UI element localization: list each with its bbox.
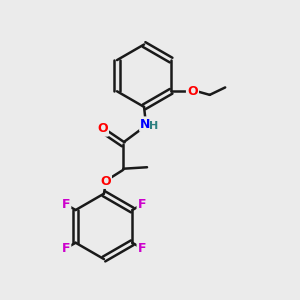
Text: F: F	[138, 242, 146, 255]
Text: F: F	[138, 198, 146, 211]
Text: H: H	[149, 121, 158, 130]
Text: O: O	[100, 175, 111, 188]
Text: O: O	[187, 85, 198, 98]
Text: F: F	[61, 242, 70, 255]
Text: N: N	[140, 118, 151, 130]
Text: O: O	[97, 122, 108, 135]
Text: F: F	[61, 198, 70, 211]
